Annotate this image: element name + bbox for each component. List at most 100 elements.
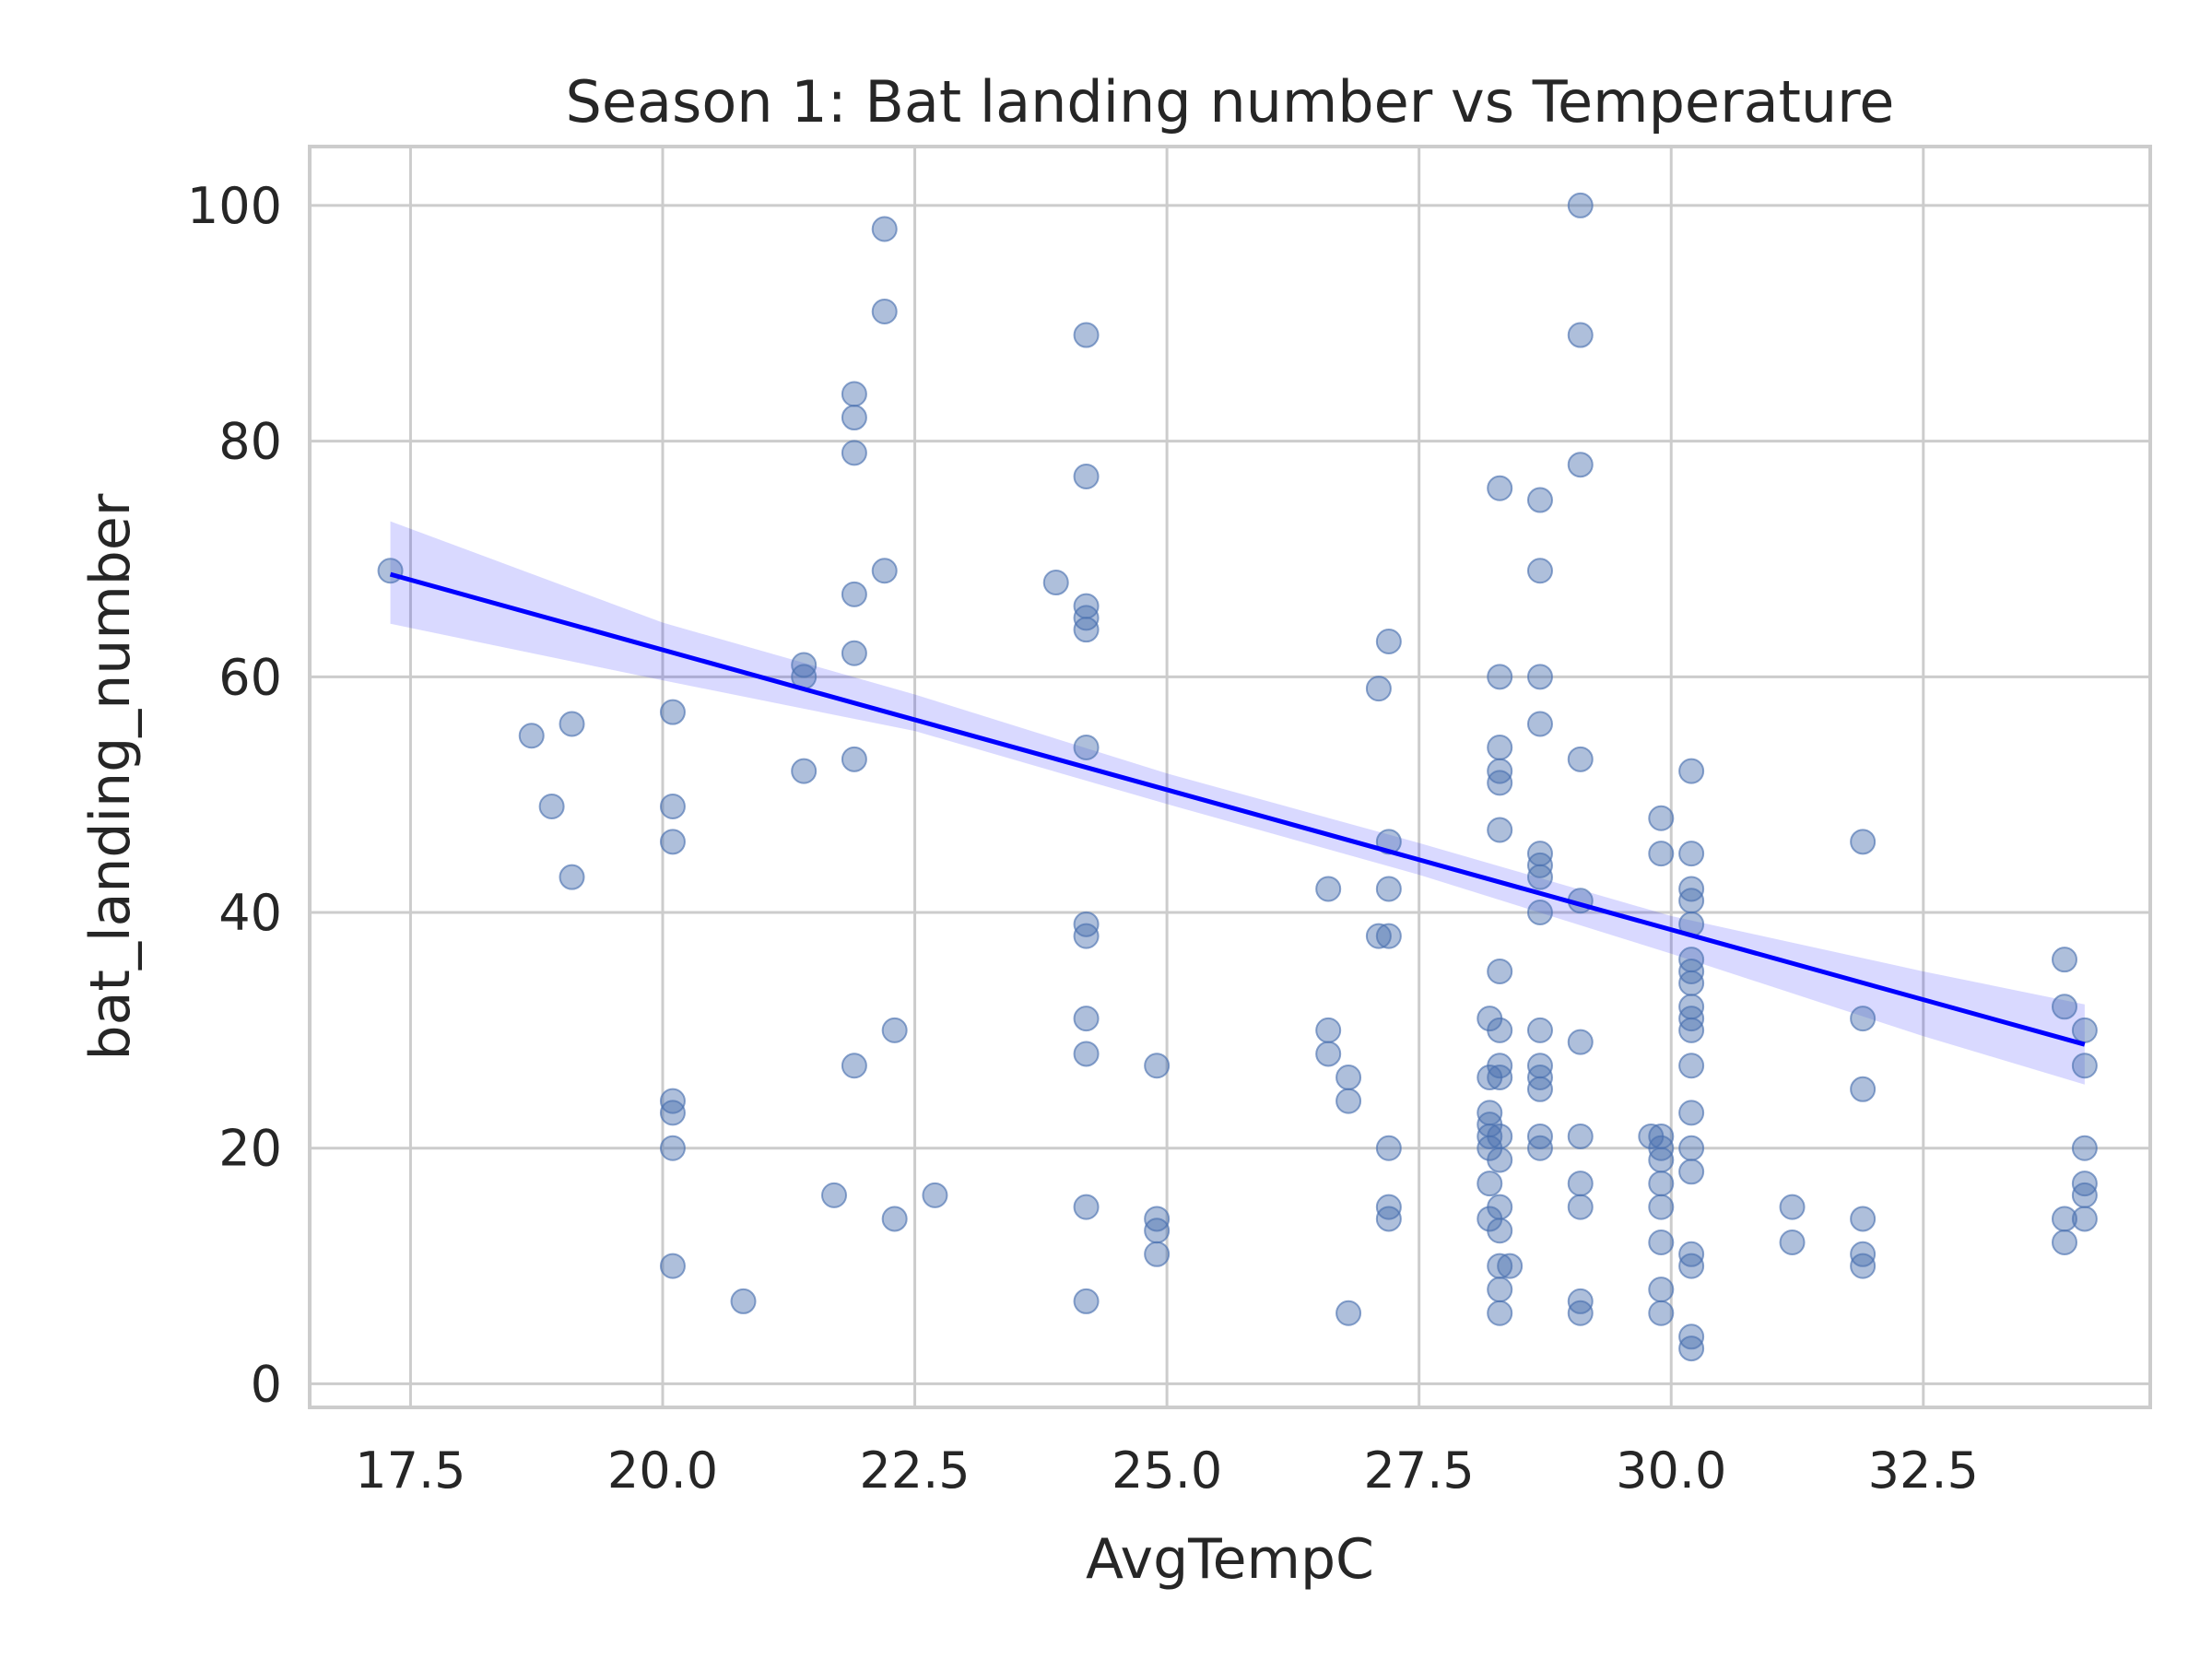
data-point <box>1375 876 1402 902</box>
data-point <box>1487 735 1513 761</box>
data-point <box>1144 1218 1171 1244</box>
data-point <box>1315 1017 1342 1043</box>
data-point <box>2051 1230 2077 1256</box>
y-tick-label: 40 <box>218 884 282 942</box>
data-point <box>791 758 818 784</box>
data-point <box>1487 958 1513 984</box>
data-point <box>1073 463 1100 489</box>
data-point <box>1487 664 1513 690</box>
data-point <box>1648 1194 1675 1220</box>
data-point <box>518 723 545 749</box>
data-point <box>1144 1241 1171 1267</box>
data-point <box>2071 1053 2098 1079</box>
data-point <box>1678 1053 1705 1079</box>
data-point <box>1073 617 1100 643</box>
data-point <box>1335 1300 1362 1326</box>
data-point <box>659 793 686 819</box>
data-point <box>871 558 898 584</box>
data-point <box>1526 487 1553 513</box>
data-point <box>1567 1194 1594 1220</box>
chart-title: Season 1: Bat landing number vs Temperat… <box>566 68 1895 135</box>
data-point <box>1567 1171 1594 1197</box>
data-point <box>1487 1017 1513 1043</box>
data-point <box>841 1053 867 1079</box>
data-point <box>2051 947 2077 973</box>
y-tick-label: 0 <box>251 1355 282 1413</box>
data-point <box>841 381 867 407</box>
data-point <box>1487 817 1513 843</box>
data-point <box>1526 558 1553 584</box>
data-point <box>730 1288 757 1314</box>
x-tick-label: 27.5 <box>1364 1441 1475 1500</box>
data-point <box>2071 1135 2098 1161</box>
data-point <box>841 405 867 431</box>
data-point <box>1526 1017 1553 1043</box>
data-point <box>559 711 585 737</box>
data-point <box>1648 1277 1675 1303</box>
y-tick-label: 20 <box>218 1120 282 1178</box>
data-point <box>1850 1076 1877 1102</box>
data-point <box>1487 1123 1513 1149</box>
plot-frame <box>308 145 2152 1409</box>
data-point <box>1678 970 1705 996</box>
data-point <box>1526 1135 1553 1161</box>
regression-line <box>389 571 2086 1047</box>
data-point <box>1567 452 1594 478</box>
data-point <box>1477 1171 1503 1197</box>
data-point <box>1487 475 1513 501</box>
data-point <box>1365 676 1392 702</box>
data-point <box>1678 1335 1705 1362</box>
data-points <box>377 192 2098 1362</box>
x-tick-label: 22.5 <box>859 1441 970 1500</box>
data-point <box>1144 1053 1171 1079</box>
data-point <box>1648 1171 1675 1197</box>
data-point <box>1678 758 1705 784</box>
data-point <box>377 558 404 584</box>
x-tick-labels: 17.5 20.0 22.5 25.0 27.5 30.0 32.5 <box>355 1441 1979 1500</box>
data-point <box>871 216 898 242</box>
data-point <box>881 1206 908 1232</box>
y-tick-labels: 0 20 40 60 80 100 <box>187 177 282 1414</box>
data-point <box>1567 322 1594 348</box>
data-point <box>1365 923 1392 949</box>
data-point <box>1487 1147 1513 1173</box>
data-point <box>1850 1206 1877 1232</box>
data-point <box>1073 923 1100 949</box>
data-point <box>2071 1017 2098 1043</box>
data-point <box>1678 888 1705 914</box>
data-point <box>1678 1253 1705 1279</box>
data-point <box>841 640 867 666</box>
data-point <box>1678 841 1705 867</box>
data-point <box>1042 570 1069 596</box>
data-point <box>1073 1006 1100 1032</box>
data-point <box>559 864 585 890</box>
data-point <box>1526 664 1553 690</box>
data-point <box>659 829 686 855</box>
data-point <box>1779 1194 1806 1220</box>
data-point <box>1073 735 1100 761</box>
data-point <box>2071 1206 2098 1232</box>
data-point <box>2071 1182 2098 1208</box>
data-point <box>1497 1253 1524 1279</box>
data-point <box>1678 1159 1705 1185</box>
data-point <box>821 1182 848 1208</box>
data-point <box>1648 1147 1675 1173</box>
data-point <box>1487 1300 1513 1326</box>
data-point <box>659 1253 686 1279</box>
data-point <box>659 1100 686 1126</box>
data-point <box>1315 1041 1342 1067</box>
data-point <box>1648 805 1675 831</box>
data-point <box>1375 628 1402 654</box>
data-point <box>2051 994 2077 1020</box>
data-point <box>1315 876 1342 902</box>
y-tick-label: 100 <box>187 177 282 235</box>
data-point <box>1487 1065 1513 1091</box>
data-point <box>1850 1253 1877 1279</box>
data-point <box>1375 923 1402 949</box>
x-tick-label: 17.5 <box>355 1441 465 1500</box>
data-point <box>1779 1230 1806 1256</box>
data-point <box>1487 1277 1513 1303</box>
data-point <box>1526 900 1553 926</box>
data-point <box>841 440 867 466</box>
